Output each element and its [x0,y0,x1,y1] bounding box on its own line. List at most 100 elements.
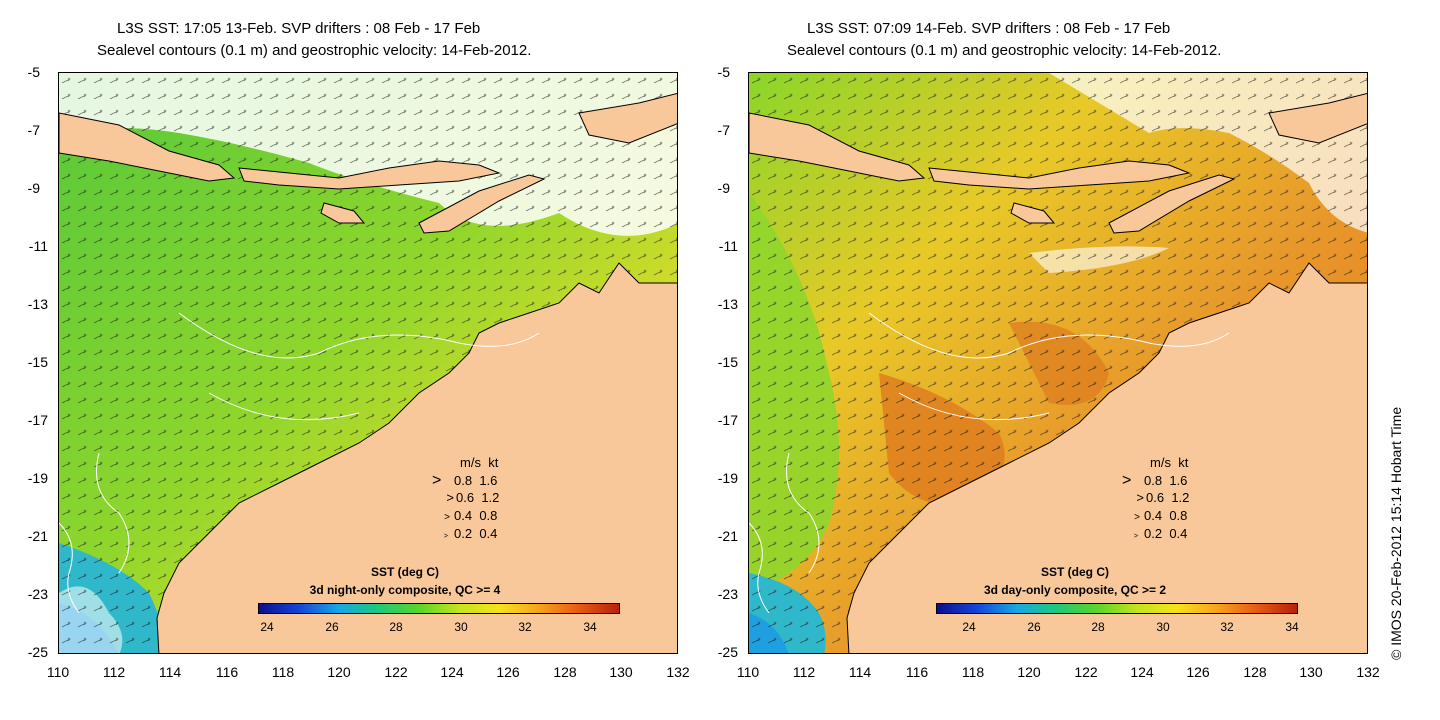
legend-ms-value: 0.4 [1144,508,1163,523]
legend-header-ms: m/s [1150,455,1171,470]
right-ytick: -11 [718,238,738,254]
legend-ms-value: 0.2 [454,526,473,541]
left-island-timor [418,174,546,234]
right-ytick: -17 [717,412,738,428]
left-xtick: 130 [609,664,633,680]
left-xtick: 118 [271,664,295,680]
legend-ms-value: 0.2 [1144,526,1163,541]
legend-kt-value: 1.6 [1169,473,1188,488]
right-xtick: 124 [1130,664,1154,680]
right-island-chain [928,160,1191,190]
right-title-line1: L3S SST: 07:09 14-Feb. SVP drifters : 08… [807,20,1171,37]
legend-arrow-icon: > [446,490,454,505]
right-ytick: -21 [717,528,738,544]
left-xtick: 132 [666,664,690,680]
legend-header-kt: kt [1178,455,1189,470]
right-colorbar-title: SST (deg C) [1041,565,1109,579]
left-ytick: -9 [27,180,40,196]
right-xtick: 110 [736,664,760,680]
right-xtick: 114 [848,664,872,680]
left-island-java [59,112,236,182]
left-title-line1: L3S SST: 17:05 13-Feb. SVP drifters : 08… [117,20,481,37]
right-ytick: -15 [717,354,738,370]
left-title-line2: Sealevel contours (0.1 m) and geostrophi… [97,42,532,59]
left-map-svg [59,73,677,653]
right-map [748,72,1368,654]
right-xtick: 116 [905,664,929,680]
legend-kt-value: 0.8 [1169,508,1188,523]
right-colorbar-tick: 26 [1027,620,1041,634]
left-colorbar-tick: 28 [389,620,403,634]
right-land-australia [846,262,1367,653]
right-xtick: 126 [1186,664,1210,680]
legend-kt-value: 0.4 [479,526,498,541]
left-xtick: 110 [46,664,70,680]
legend-arrow-icon: > [444,512,450,523]
right-xtick: 120 [1017,664,1041,680]
left-colorbar-title: SST (deg C) [371,565,439,579]
imos-credit: © IMOS 20-Feb-2012 15:14 Hobart Time [1388,406,1404,660]
legend-arrow-icon: > [432,472,442,489]
legend-ms-value: 0.4 [454,508,473,523]
left-contour-3 [178,312,540,359]
left-ytick: -19 [27,470,48,486]
left-map [58,72,678,654]
right-colorbar-tick: 30 [1156,620,1170,634]
right-xtick: 128 [1243,664,1267,680]
left-contour-1 [96,452,130,574]
left-ytick: -5 [27,64,40,80]
left-xtick: 116 [215,664,239,680]
legend-arrow-icon: > [1134,512,1140,523]
left-xtick: 124 [440,664,464,680]
left-island-top-right [578,92,677,144]
left-ytick: -7 [27,122,40,138]
right-title-line2: Sealevel contours (0.1 m) and geostrophi… [787,42,1222,59]
left-xtick: 122 [384,664,408,680]
left-ytick: -15 [27,354,48,370]
right-xtick: 130 [1299,664,1323,680]
legend-kt-value: 0.8 [479,508,498,523]
left-colorbar-tick: 24 [260,620,274,634]
left-ytick: -21 [27,528,48,544]
right-map-svg [749,73,1367,653]
right-ytick: -9 [717,180,730,196]
left-ytick: -25 [27,644,48,660]
legend-kt-value: 1.6 [479,473,498,488]
right-colorbar-subtitle: 3d day-only composite, QC >= 2 [983,583,1167,597]
left-colorbar-tick: 34 [583,620,597,634]
left-xtick: 112 [102,664,126,680]
right-colorbar-tick: 24 [962,620,976,634]
right-colorbar-tick: 32 [1220,620,1234,634]
legend-kt-value: 1.2 [481,490,500,505]
left-xtick: 114 [158,664,182,680]
left-colorbar-tick: 32 [518,620,532,634]
left-ytick: -17 [27,412,48,428]
left-colorbar-subtitle: 3d night-only composite, QC >= 4 [309,583,501,597]
right-colorbar [936,603,1298,614]
left-contour-2 [59,522,80,614]
legend-ms-value: 0.8 [454,473,473,488]
right-xtick: 118 [961,664,985,680]
left-ytick: -23 [27,586,48,602]
legend-header-ms: m/s [460,455,481,470]
right-ytick: -5 [717,64,730,80]
right-ytick: -25 [717,644,738,660]
right-contour-3 [868,312,1230,359]
legend-header-kt: kt [488,455,499,470]
right-ytick: -19 [717,470,738,486]
legend-ms-value: 0.6 [456,490,475,505]
left-colorbar-tick: 26 [325,620,339,634]
right-contour-4 [898,392,1050,421]
right-ytick: -23 [717,586,738,602]
legend-kt-value: 1.2 [1171,490,1190,505]
right-colorbar-tick: 28 [1091,620,1105,634]
right-contour-2 [749,522,770,614]
left-ytick: -13 [27,296,48,312]
legend-arrow-icon: > [443,533,448,540]
left-xtick: 120 [327,664,351,680]
right-ytick: -7 [717,122,730,138]
legend-ms-value: 0.6 [1146,490,1165,505]
left-contour-4 [208,392,360,421]
left-colorbar-tick: 30 [454,620,468,634]
legend-arrow-icon: > [1136,490,1144,505]
